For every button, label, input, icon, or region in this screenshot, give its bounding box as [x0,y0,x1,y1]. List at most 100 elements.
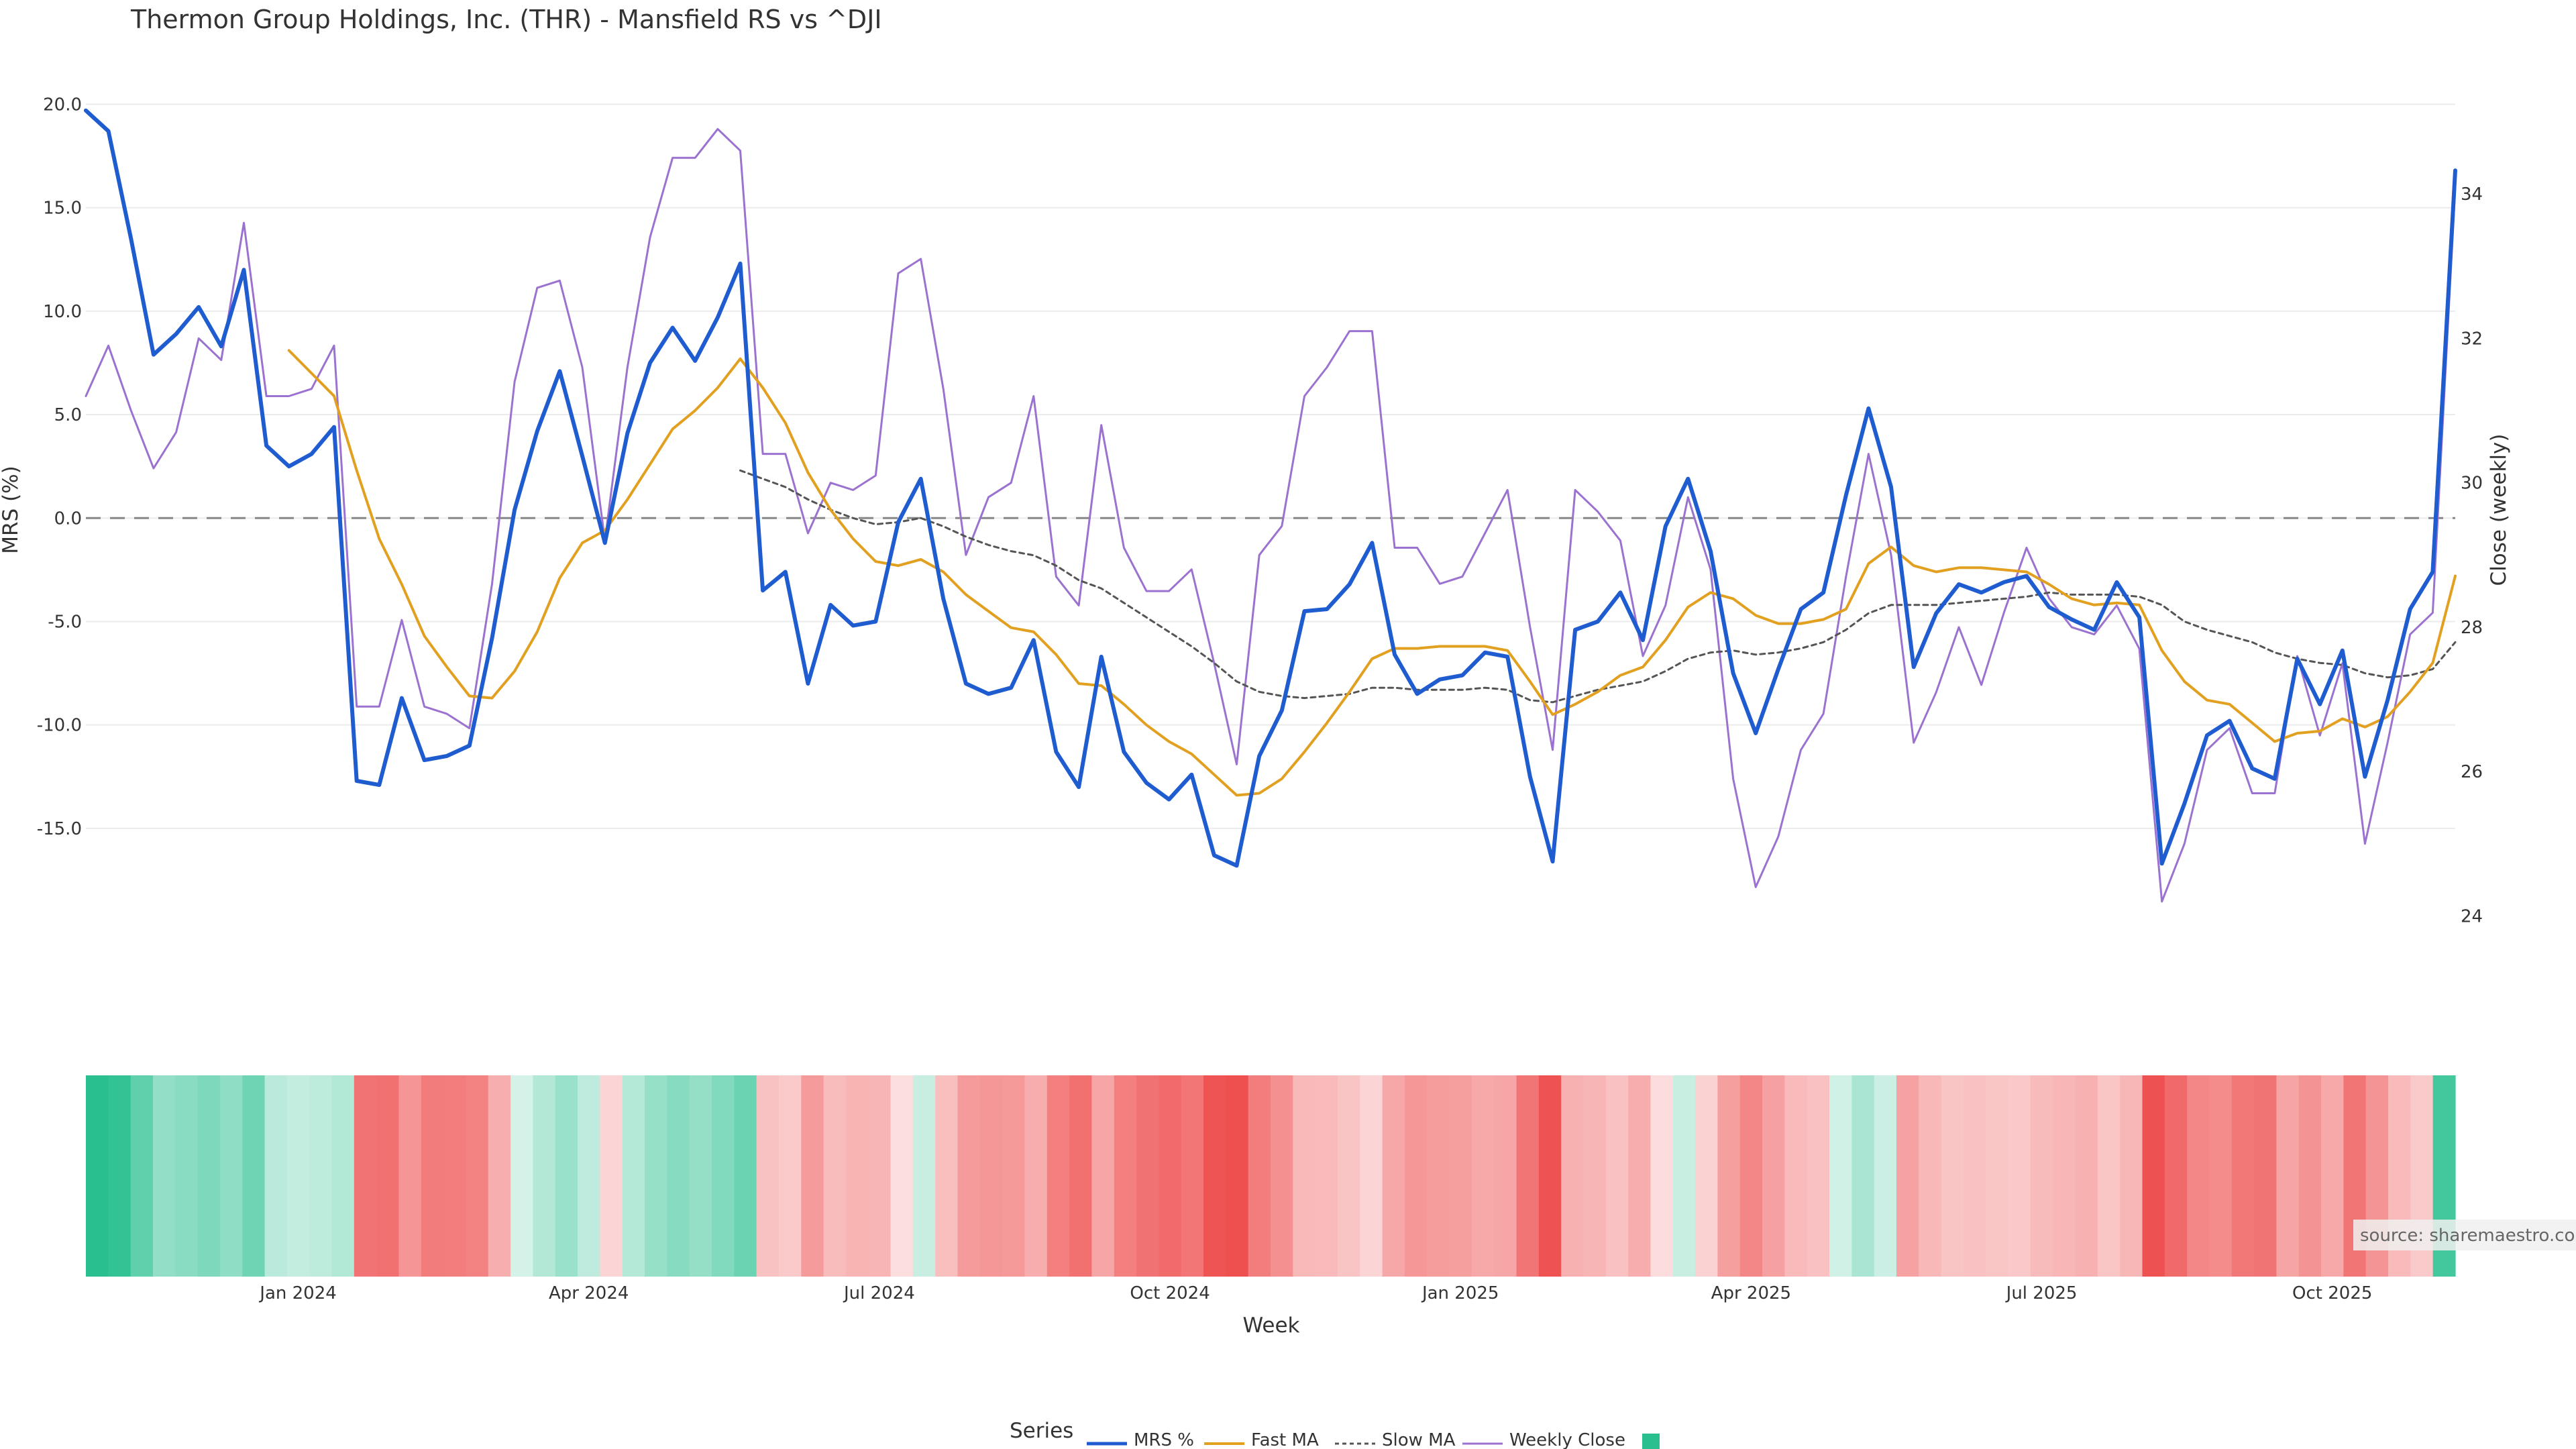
heatmap-cell [1114,1075,1137,1277]
legend-item-heatmap[interactable] [1642,1434,1660,1449]
heatmap-cell [533,1075,556,1277]
heatmap-cell [1739,1075,1763,1277]
x-axis-label: Week [1243,1313,1300,1338]
heatmap-cell [1404,1075,1428,1277]
heatmap-cell [242,1075,266,1277]
gridlines [86,103,2455,829]
heatmap-cell [2209,1075,2233,1277]
series-lines [84,108,2457,903]
heatmap-cell [1583,1075,1607,1277]
left-tick-label: 5.0 [54,405,82,425]
heatmap-cell [1091,1075,1115,1277]
heatmap-cell [2120,1075,2143,1277]
heatmap-cell [845,1075,869,1277]
x-tick-label: Apr 2024 [549,1283,629,1303]
left-tick-label: -10.0 [37,716,82,736]
fast-ma-line [287,349,2457,797]
heatmap-cell [1762,1075,1785,1277]
heatmap-cell [1516,1075,1540,1277]
heatmap-cell [1449,1075,1472,1277]
legend-label-mrs: MRS % [1134,1430,1194,1449]
heatmap-cell [1248,1075,1271,1277]
legend-item-weekly-close[interactable]: Weekly Close [1462,1430,1625,1449]
heatmap-cell [1427,1075,1450,1277]
heatmap-cell [1941,1075,1964,1277]
heatmap-cell [1829,1075,1852,1277]
legend-item-fast-ma[interactable]: Fast MA [1204,1430,1319,1449]
heatmap-cell [1002,1075,1026,1277]
heatmap-cell [219,1075,243,1277]
right-axis-label: Close (weekly) [2487,434,2511,586]
heatmap-cell [555,1075,578,1277]
heatmap-cell [2164,1075,2188,1277]
heatmap-cell [2276,1075,2300,1277]
right-tick-label: 32 [2461,329,2483,349]
heatmap-cell [1271,1075,1293,1277]
left-tick-label: 10.0 [43,302,82,322]
heatmap-cell [1136,1075,1159,1277]
heatmap-cell [1203,1075,1226,1277]
heatmap-cell [1874,1075,1897,1277]
mrs-line [84,108,2457,868]
source-credit: source: sharemaestro.com [2360,1226,2576,1246]
left-tick-label: 0.0 [54,508,82,529]
heatmap-cell [622,1075,645,1277]
legend-swatch-heatmap [1642,1434,1660,1449]
heatmap-cell [2321,1075,2344,1277]
heatmap-cell [466,1075,489,1277]
heatmap-cell [130,1075,154,1277]
heatmap-cell [2142,1075,2165,1277]
heatmap-cell [1226,1075,1249,1277]
legend-item-mrs[interactable]: MRS % [1087,1430,1194,1449]
right-tick-label: 24 [2461,906,2483,926]
heatmap-cell [152,1075,176,1277]
x-tick-label: Apr 2025 [1711,1283,1791,1303]
heatmap-cell [600,1075,623,1277]
heatmap-cell [1159,1075,1182,1277]
heatmap-cell [1628,1075,1652,1277]
slow-ma-line [739,469,2457,704]
right-tick-label: 34 [2461,184,2483,205]
heatmap-cell [1986,1075,2009,1277]
heatmap-cell [1851,1075,1875,1277]
heatmap-cell [309,1075,333,1277]
x-tick-label: Oct 2025 [2292,1283,2372,1303]
heatmap-cell [286,1075,310,1277]
heatmap-cell [2030,1075,2053,1277]
left-tick-label: 20.0 [43,95,82,115]
heatmap-cell [1471,1075,1495,1277]
heatmap-cell [734,1075,757,1277]
x-tick-label: Oct 2024 [1130,1283,1210,1303]
heatmap-cell [979,1075,1003,1277]
right-tick-label: 30 [2461,474,2483,494]
heatmap-cell [1717,1075,1741,1277]
heatmap-cell [1315,1075,1338,1277]
left-axis-label: MRS (%) [0,466,23,553]
heatmap-cell [421,1075,444,1277]
heatmap-cell [1896,1075,1919,1277]
heatmap-cell [376,1075,400,1277]
x-tick-label: Jan 2025 [1421,1283,1499,1303]
heatmap-cell [1963,1075,1986,1277]
legend-title: Series [1010,1419,1073,1443]
source-box [2353,1220,2576,1250]
heatmap-cell [354,1075,377,1277]
heatmap-cell [711,1075,735,1277]
heatmap-cell [1695,1075,1719,1277]
heatmap-cell [1293,1075,1316,1277]
legend-label-slow-ma: Slow MA [1382,1430,1456,1449]
legend-item-slow-ma[interactable]: Slow MA [1335,1430,1456,1449]
right-tick-label: 26 [2461,762,2483,782]
heatmap-cell [778,1075,802,1277]
heatmap-cell [912,1075,936,1277]
heatmap-cell [689,1075,712,1277]
heatmap-cell [1807,1075,1830,1277]
heatmap-cell [2231,1075,2255,1277]
heatmap-cell [197,1075,221,1277]
heatmap-cell [86,1075,109,1277]
heatmap-cell [1919,1075,1942,1277]
heatmap-cell [2053,1075,2076,1277]
chart-title: Thermon Group Holdings, Inc. (THR) - Man… [130,5,882,34]
heatmap-cell [645,1075,667,1277]
